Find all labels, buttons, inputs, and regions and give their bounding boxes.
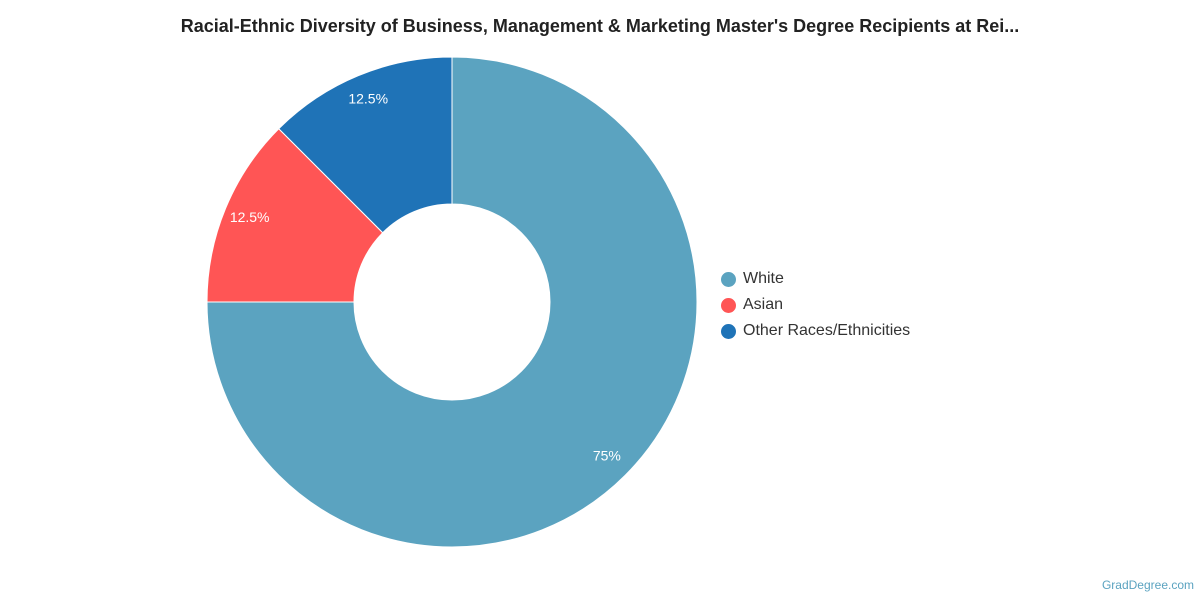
legend-swatch-other [721,323,736,339]
slice-label-other: 12.5% [348,90,388,106]
legend-swatch-asian [721,297,736,313]
site-credit[interactable]: GradDegree.com [1101,578,1194,592]
slice-asian[interactable] [206,128,384,303]
legend-item-white[interactable]: White [721,266,910,292]
slice-other[interactable] [278,56,453,234]
legend-swatch-white [721,271,736,287]
legend-label-other: Other Races/Ethnicities [743,322,911,339]
legend-label-asian: Asian [743,296,784,313]
slice-white[interactable] [206,56,698,548]
slice-label-asian: 12.5% [230,209,270,225]
chart-legend: White Asian Other Races/Ethnicities [721,266,910,344]
slice-label-white: 75% [593,448,621,464]
legend-item-other[interactable]: Other Races/Ethnicities [721,318,910,344]
legend-item-asian[interactable]: Asian [721,292,910,318]
chart-title: Racial-Ethnic Diversity of Business, Man… [180,16,1020,36]
legend-label-white: White [743,270,784,287]
